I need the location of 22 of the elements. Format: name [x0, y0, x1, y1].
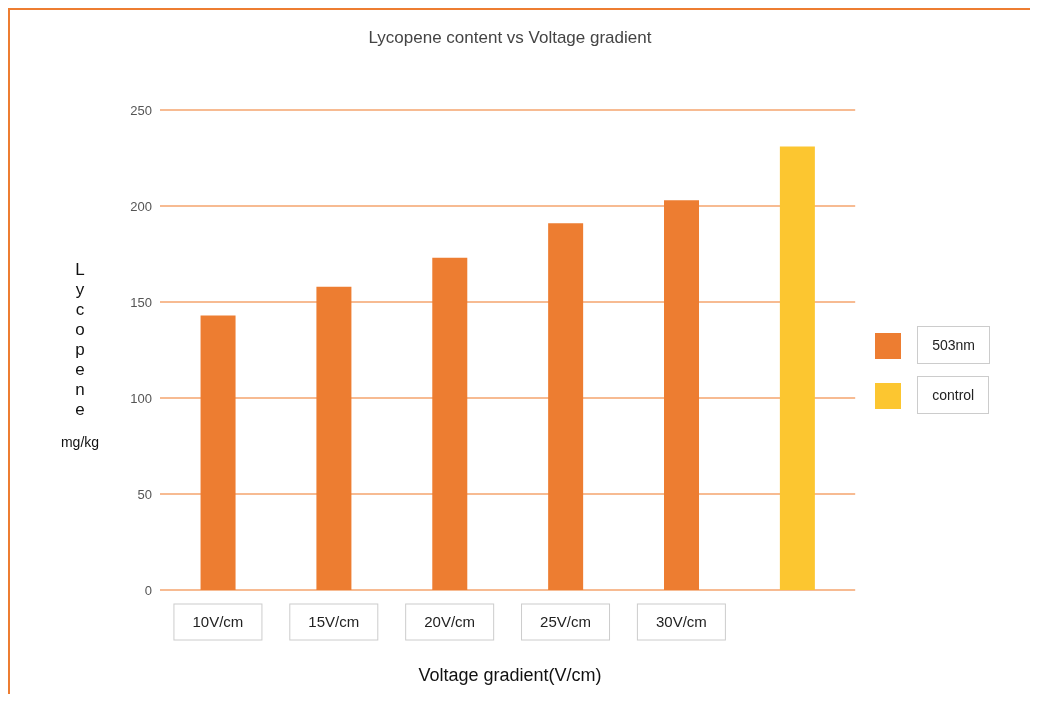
- legend-label: 503nm: [917, 326, 990, 364]
- y-tick-label: 250: [130, 102, 152, 118]
- legend-label: control: [917, 376, 990, 414]
- x-axis-title: Voltage gradient(V/cm): [417, 665, 603, 686]
- x-tick-label: 30V/cm: [655, 613, 707, 630]
- x-tick-label: 15V/cm: [308, 613, 360, 630]
- bar: [316, 286, 352, 590]
- y-tick-label: 150: [130, 294, 152, 310]
- bar: [432, 257, 468, 590]
- chart-title: Lycopene content vs Voltage gradient: [367, 28, 653, 48]
- x-tick-label: 20V/cm: [424, 613, 476, 630]
- bar: [200, 315, 236, 590]
- y-tick-label: 50: [137, 486, 152, 502]
- x-tick-label: 25V/cm: [540, 613, 591, 630]
- text: Lycopene mg/kg: [60, 260, 100, 450]
- y-tick-label: 0: [144, 582, 152, 598]
- bar: [779, 146, 815, 590]
- y-tick-label: 200: [130, 198, 152, 214]
- x-tick-label: 10V/cm: [192, 613, 244, 630]
- y-tick-label: 100: [130, 390, 152, 406]
- bar: [664, 200, 700, 590]
- bar: [548, 223, 584, 590]
